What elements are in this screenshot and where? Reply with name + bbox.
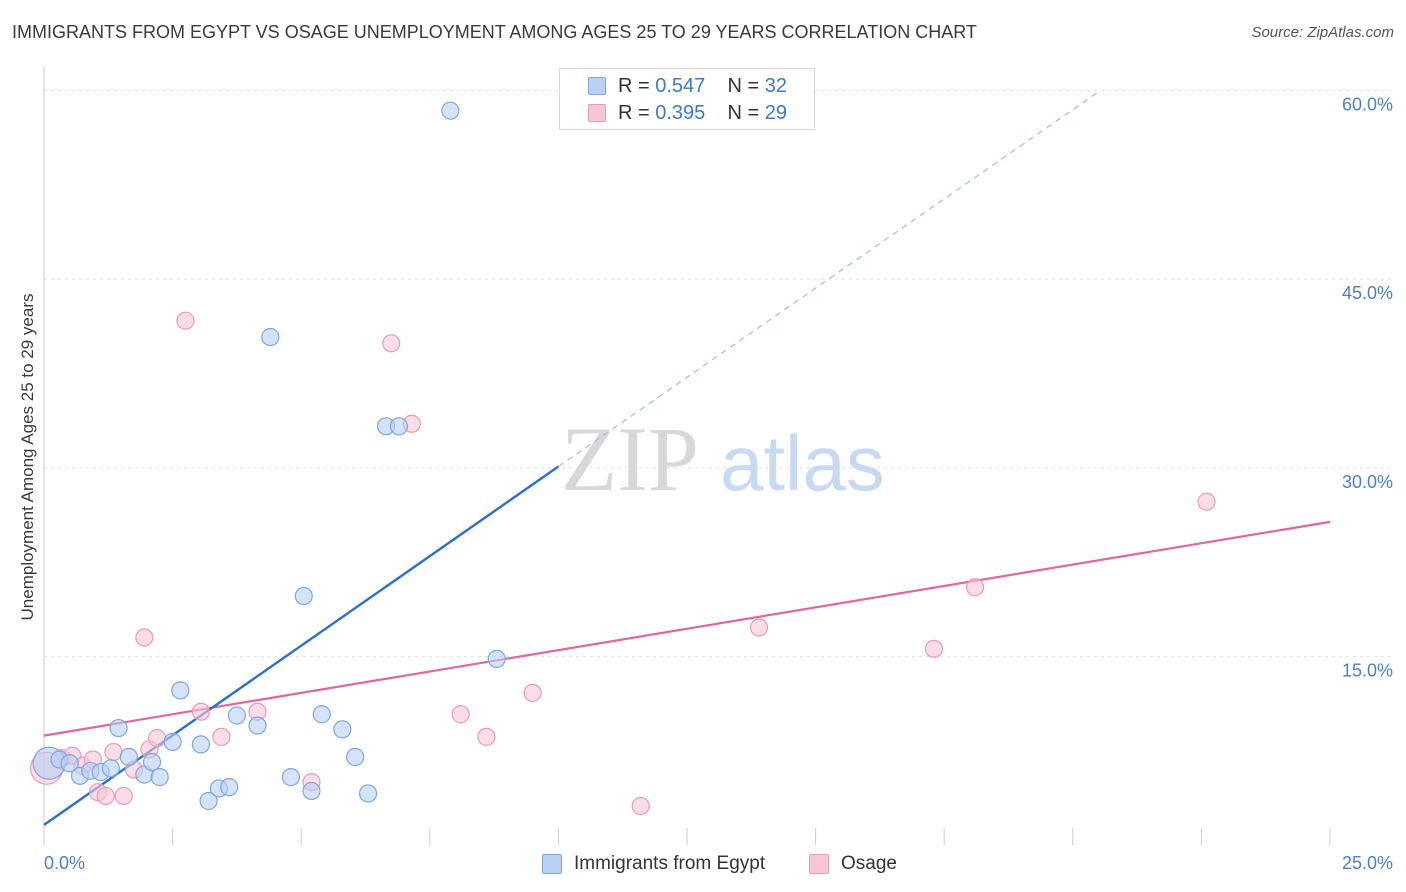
legend-row-egypt: R = 0.547 N = 32 xyxy=(618,74,787,98)
egypt-point xyxy=(163,732,182,751)
y-tick-label: 60.0% xyxy=(1342,95,1393,115)
legend-n-label: N = xyxy=(727,101,760,124)
axes xyxy=(43,66,1331,845)
osage-point xyxy=(148,729,167,748)
tick-labels: 15.0% 30.0% 45.0% 60.0% 0.0% 25.0% xyxy=(44,95,1393,873)
correlation-legend: R = 0.547 N = 32 R = 0.395 N = 29 xyxy=(559,68,815,130)
osage-point xyxy=(523,683,542,702)
egypt-point xyxy=(346,747,365,767)
osage-point xyxy=(631,796,650,816)
legend-row-osage: R = 0.395 N = 29 xyxy=(618,101,787,125)
egypt-point xyxy=(109,718,128,738)
legend-r-label: R = xyxy=(618,74,650,97)
osage-point xyxy=(749,618,769,637)
egypt-point xyxy=(312,705,331,724)
osage-point xyxy=(451,705,470,724)
osage-point xyxy=(191,702,210,721)
egypt-point xyxy=(101,759,120,778)
legend-r-value: 0.547 xyxy=(655,74,706,97)
egypt-point xyxy=(150,768,169,787)
osage-point xyxy=(114,786,133,806)
y-tick-label: 45.0% xyxy=(1342,283,1393,303)
egypt-point xyxy=(333,720,352,739)
legend-r-value: 0.395 xyxy=(655,101,706,124)
legend-swatch-osage xyxy=(588,104,606,122)
source-credit: Source: ZipAtlas.com xyxy=(1251,24,1394,41)
osage-point xyxy=(477,727,496,746)
osage-point xyxy=(96,786,115,806)
egypt-point xyxy=(199,791,218,811)
y-tick-label: 15.0% xyxy=(1342,660,1393,680)
x-tick-label-min: 0.0% xyxy=(44,853,85,873)
bottom-legend-egypt: Immigrants from Egypt xyxy=(542,852,765,876)
bottom-legend-label-osage: Osage xyxy=(841,853,897,874)
osage-point xyxy=(135,628,154,647)
egypt-point xyxy=(191,735,210,754)
egypt-point xyxy=(261,327,280,347)
bottom-legend-osage: Osage xyxy=(809,852,897,876)
egypt-point xyxy=(171,681,190,700)
egypt-point xyxy=(358,784,378,803)
egypt-point xyxy=(441,101,460,120)
osage-point xyxy=(104,742,123,762)
osage-point xyxy=(965,578,985,597)
egypt-point xyxy=(248,716,267,735)
egypt-point xyxy=(302,781,321,801)
egypt-point xyxy=(60,754,79,773)
legend-r-label: R = xyxy=(618,101,650,124)
egypt-point xyxy=(389,417,409,436)
egypt-trend-line xyxy=(43,465,560,826)
osage-point xyxy=(382,334,401,353)
gridlines xyxy=(44,90,1392,657)
egypt-point xyxy=(227,706,246,725)
osage-point xyxy=(1197,492,1216,511)
legend-n-value: 29 xyxy=(764,101,788,124)
osage-point xyxy=(924,639,944,658)
osage-trend-line xyxy=(43,520,1331,737)
egypt-point xyxy=(119,747,138,767)
bottom-legend-label-egypt: Immigrants from Egypt xyxy=(574,853,766,874)
legend-n-label: N = xyxy=(727,74,760,97)
egypt-point xyxy=(487,649,506,669)
egypt-point xyxy=(142,752,162,772)
y-tick-label: 30.0% xyxy=(1342,472,1393,492)
chart-title: IMMIGRANTS FROM EGYPT VS OSAGE UNEMPLOYM… xyxy=(12,22,977,42)
watermark-atlas: atlas xyxy=(720,419,885,507)
watermark-zip: ZIP xyxy=(561,408,699,510)
legend-n-value: 32 xyxy=(764,74,788,97)
osage-point xyxy=(212,727,231,746)
egypt-point xyxy=(281,768,301,787)
osage-point xyxy=(176,311,195,330)
egypt-points xyxy=(32,101,506,811)
egypt-point xyxy=(220,778,239,797)
legend-swatch-egypt xyxy=(588,77,606,95)
egypt-point xyxy=(294,586,313,606)
x-tick-label-max: 25.0% xyxy=(1342,853,1393,873)
bottom-legend-swatch-osage xyxy=(809,854,829,874)
bottom-legend-swatch-egypt xyxy=(542,854,562,874)
watermark: ZIP atlas xyxy=(561,408,885,510)
